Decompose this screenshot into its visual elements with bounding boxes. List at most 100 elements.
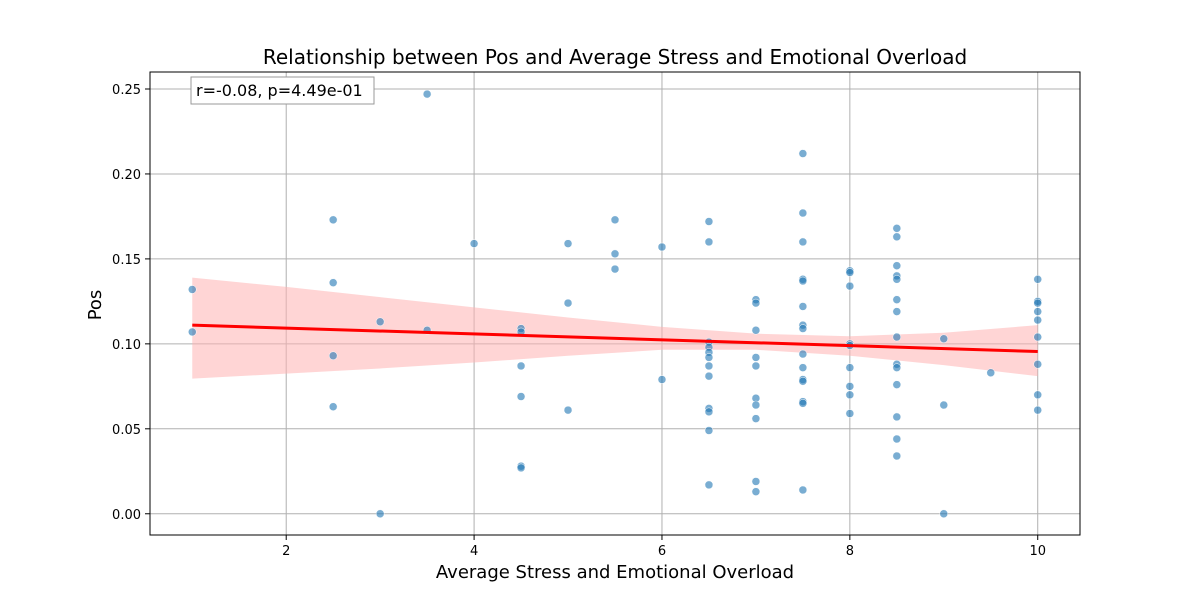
y-tick-label: 0.20 <box>112 168 141 183</box>
data-point <box>845 281 855 291</box>
data-point <box>845 268 855 277</box>
x-tick-label: 2 <box>282 544 290 559</box>
data-point <box>469 239 479 248</box>
data-point <box>610 249 620 259</box>
x-tick-label: 4 <box>470 544 478 559</box>
data-point <box>610 264 620 274</box>
x-tick-label: 8 <box>846 544 854 559</box>
data-point <box>704 371 714 381</box>
data-point <box>188 285 197 294</box>
data-point <box>845 409 855 418</box>
data-point <box>516 361 526 371</box>
data-point <box>704 407 714 417</box>
data-point <box>798 276 808 286</box>
data-point <box>328 215 338 225</box>
data-point <box>798 208 808 218</box>
data-point <box>892 224 902 233</box>
data-point <box>892 295 902 304</box>
data-point <box>1033 307 1042 316</box>
data-point <box>892 363 902 372</box>
data-point <box>375 317 385 327</box>
x-tick-label: 6 <box>658 544 666 559</box>
data-point <box>798 149 808 158</box>
data-point <box>704 217 714 226</box>
data-point <box>563 239 573 248</box>
data-point <box>563 298 573 308</box>
y-tick-label: 0.00 <box>112 508 141 523</box>
data-point <box>188 327 197 337</box>
data-point <box>845 382 855 391</box>
data-point <box>751 353 761 362</box>
data-point <box>939 334 949 344</box>
regression-line <box>192 323 1038 353</box>
x-axis-label: Average Stress and Emotional Overload <box>436 562 794 583</box>
data-point <box>798 485 808 495</box>
data-point <box>892 332 902 342</box>
data-point <box>375 509 385 519</box>
data-point <box>704 426 714 435</box>
data-point <box>328 402 338 411</box>
confidence-band <box>192 277 1038 379</box>
data-point <box>939 509 949 519</box>
data-point <box>751 326 761 335</box>
data-point <box>845 390 855 400</box>
data-point <box>892 261 902 270</box>
y-tick-label: 0.10 <box>112 338 141 353</box>
y-tick-label: 0.15 <box>112 253 141 268</box>
data-point <box>516 392 526 401</box>
data-point <box>704 353 714 362</box>
plot-frame <box>149 71 1081 536</box>
data-point <box>892 451 902 461</box>
y-axis-label: Pos <box>85 290 106 321</box>
data-point <box>892 307 902 316</box>
data-point <box>657 242 667 252</box>
data-point <box>704 480 714 490</box>
data-point <box>892 380 902 389</box>
data-point <box>798 376 808 386</box>
data-point <box>704 361 714 371</box>
data-point <box>751 414 761 423</box>
annotation-text: r=-0.08, p=4.49e-01 <box>196 81 363 100</box>
data-point <box>892 434 902 444</box>
data-point <box>892 412 902 422</box>
data-point <box>563 405 573 415</box>
data-point <box>798 349 808 359</box>
data-point <box>751 361 761 371</box>
data-point <box>798 399 808 408</box>
data-points <box>188 89 1042 519</box>
data-point <box>1033 298 1042 308</box>
data-point <box>1033 359 1042 369</box>
data-point <box>751 400 761 410</box>
data-point <box>1033 390 1042 400</box>
data-point <box>1033 275 1042 284</box>
data-point <box>1033 315 1042 325</box>
data-point <box>986 368 996 377</box>
chart-title: Relationship between Pos and Average Str… <box>263 45 967 69</box>
data-point <box>610 215 620 225</box>
confidence-band-layer <box>192 277 1038 379</box>
data-point <box>798 363 808 372</box>
data-point <box>704 237 714 247</box>
data-point <box>892 275 902 284</box>
data-point <box>751 487 761 496</box>
data-point <box>845 363 855 372</box>
data-point <box>1033 405 1042 415</box>
regression-layer <box>192 323 1038 353</box>
data-point <box>798 302 808 311</box>
data-point <box>657 375 667 384</box>
data-point <box>751 477 761 486</box>
x-tick-label: 10 <box>1029 544 1046 559</box>
data-point <box>328 351 338 360</box>
data-point <box>328 278 338 287</box>
data-point <box>798 324 808 333</box>
correlation-annotation: r=-0.08, p=4.49e-01 <box>190 76 375 105</box>
data-point <box>1033 332 1042 342</box>
data-point <box>892 232 902 242</box>
annotation-box <box>190 76 375 105</box>
y-tick-label: 0.05 <box>112 423 141 438</box>
y-tick-label: 0.25 <box>112 83 141 98</box>
data-point <box>798 237 808 247</box>
data-point <box>422 89 432 99</box>
